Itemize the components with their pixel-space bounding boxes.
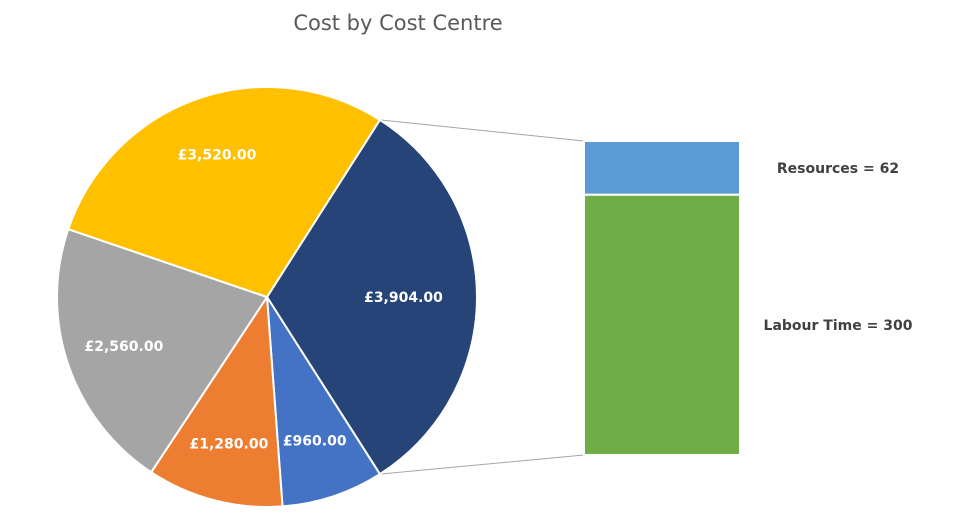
connector-line-bottom	[379, 454, 585, 475]
connector-line-top	[379, 119, 585, 142]
stacked-bar	[583, 140, 741, 456]
connector-lines	[379, 119, 585, 475]
bar-segment	[583, 193, 741, 456]
pie-slice-label: £3,520.00	[178, 147, 257, 163]
pie-slice	[66, 85, 382, 299]
pie-slice-label: £3,904.00	[364, 290, 443, 306]
bar-labels: Resources = 62 Labour Time = 300	[764, 161, 913, 334]
chart-title: Cost by Cost Centre	[293, 11, 502, 35]
pie-slice	[265, 118, 478, 476]
pie-slice	[266, 296, 382, 508]
bar-segment	[583, 140, 741, 196]
pie-labels: £3,904.00 £960.00 £1,280.00 £2,560.00 £3,520…	[84, 147, 443, 452]
pie-slice	[56, 227, 269, 474]
pie-slice-label: £1,280.00	[189, 436, 268, 452]
bar-segment-label: Labour Time = 300	[764, 318, 913, 334]
pie-slice-label: £2,560.00	[84, 339, 163, 355]
pie	[56, 85, 478, 508]
bar-segment-label: Resources = 62	[777, 161, 899, 177]
pie-slice-label: £960.00	[283, 434, 347, 450]
pie-slice	[149, 294, 284, 508]
